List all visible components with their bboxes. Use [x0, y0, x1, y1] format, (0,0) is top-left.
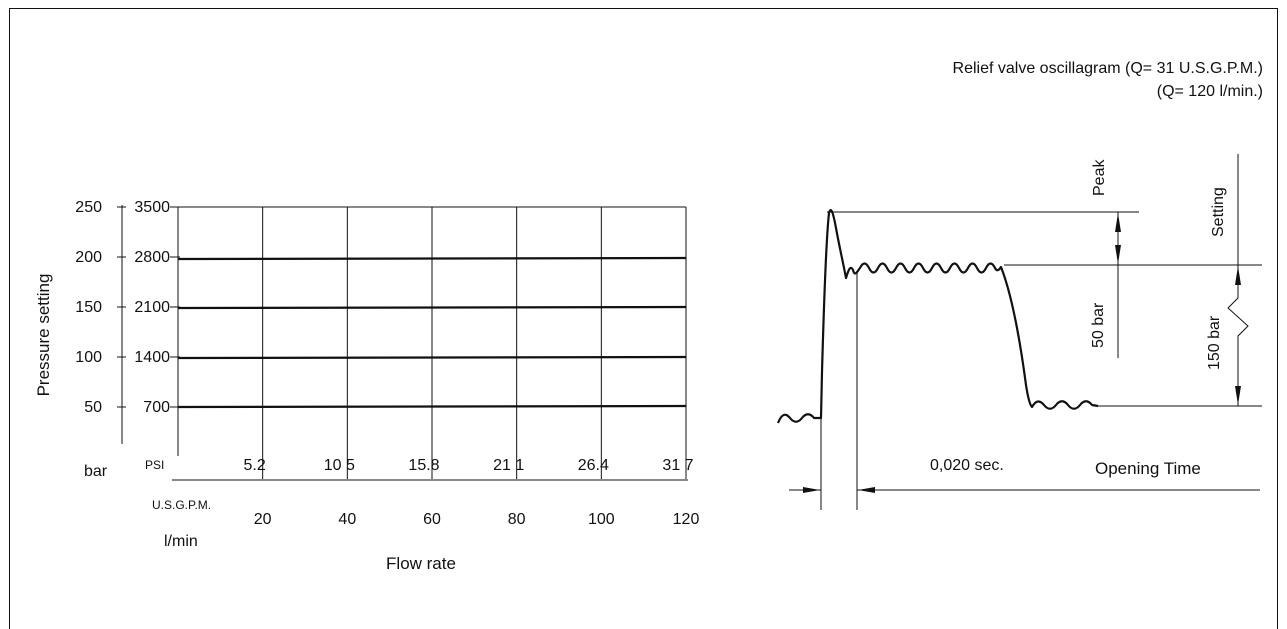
setting-label: Setting	[1210, 187, 1227, 237]
pressure-flow-chart: 50 700 100 1400 150 2100 200 2800 250 3500 5.2 20 10…	[34, 199, 699, 573]
x-tick-label-lmin: 120	[673, 511, 700, 528]
x-unit-usgpm: U.S.G.P.M.	[152, 498, 211, 512]
x-tick-label-usgpm: 15.8	[408, 457, 439, 474]
chart-series-group	[177, 256, 687, 409]
y-tick-label-psi: 700	[143, 399, 170, 416]
pressure-setting-line	[177, 355, 687, 360]
y-tick-label-psi: 1400	[134, 349, 170, 366]
time-value-label: 0,020 sec.	[930, 457, 1004, 474]
time-arrow-left	[803, 487, 820, 493]
x-unit-lmin: l/min	[164, 533, 198, 550]
peak-delta-label: 50 bar	[1090, 302, 1107, 348]
x-tick-label-usgpm: 31 7	[662, 457, 693, 474]
x-tick-label-lmin: 60	[423, 511, 441, 528]
peak-arrow-bottom	[1115, 245, 1121, 264]
setting-arrow-bottom	[1235, 386, 1241, 405]
y-tick-label-bar: 50	[84, 399, 102, 416]
y-tick-label-psi: 3500	[134, 199, 170, 216]
pressure-setting-line	[177, 256, 687, 261]
x-tick-label-usgpm: 21 1	[493, 457, 524, 474]
y-axis-label: Pressure setting	[34, 274, 53, 397]
peak-label: Peak	[1091, 159, 1108, 196]
x-axis-label: Flow rate	[386, 554, 456, 573]
oscillagram-title-line1: Relief valve oscillagram (Q= 31 U.S.G.P.…	[953, 60, 1263, 77]
relief-valve-oscillagram: Relief valve oscillagram (Q= 31 U.S.G.P.…	[776, 60, 1263, 510]
setting-break-mark	[1227, 290, 1249, 344]
setting-value-label: 150 bar	[1206, 315, 1223, 370]
x-tick-label-lmin: 40	[338, 511, 356, 528]
x-tick-label-usgpm: 26.4	[578, 457, 609, 474]
chart-tick-labels: 50 700 100 1400 150 2100 200 2800 250 3500 5.2 20 10…	[75, 199, 699, 528]
x-tick-label-lmin: 80	[508, 511, 526, 528]
x-tick-label-usgpm: 10 5	[324, 457, 355, 474]
x-tick-label-lmin: 100	[588, 511, 615, 528]
y-tick-label-bar: 100	[75, 349, 102, 366]
x-tick-label-lmin: 20	[254, 511, 272, 528]
peak-arrow-top	[1115, 213, 1121, 232]
y-tick-label-bar: 150	[75, 299, 102, 316]
time-arrow-right	[858, 487, 875, 493]
opening-time-label: Opening Time	[1095, 459, 1201, 478]
figure-frame	[9, 8, 1278, 629]
y-tick-label-bar: 250	[75, 199, 102, 216]
pressure-setting-line	[177, 404, 687, 409]
y-tick-label-bar: 200	[75, 249, 102, 266]
pressure-trace	[776, 209, 1099, 424]
pressure-setting-line	[177, 305, 687, 310]
chart-grid	[117, 205, 688, 481]
y-unit-bar: bar	[84, 463, 108, 480]
y-tick-label-psi: 2100	[134, 299, 170, 316]
oscillagram-title-line2: (Q= 120 l/min.)	[1157, 83, 1263, 100]
y-unit-psi: PSI	[145, 458, 164, 472]
x-tick-label-usgpm: 5.2	[244, 457, 266, 474]
y-tick-label-psi: 2800	[134, 249, 170, 266]
setting-arrow-top	[1235, 266, 1241, 285]
